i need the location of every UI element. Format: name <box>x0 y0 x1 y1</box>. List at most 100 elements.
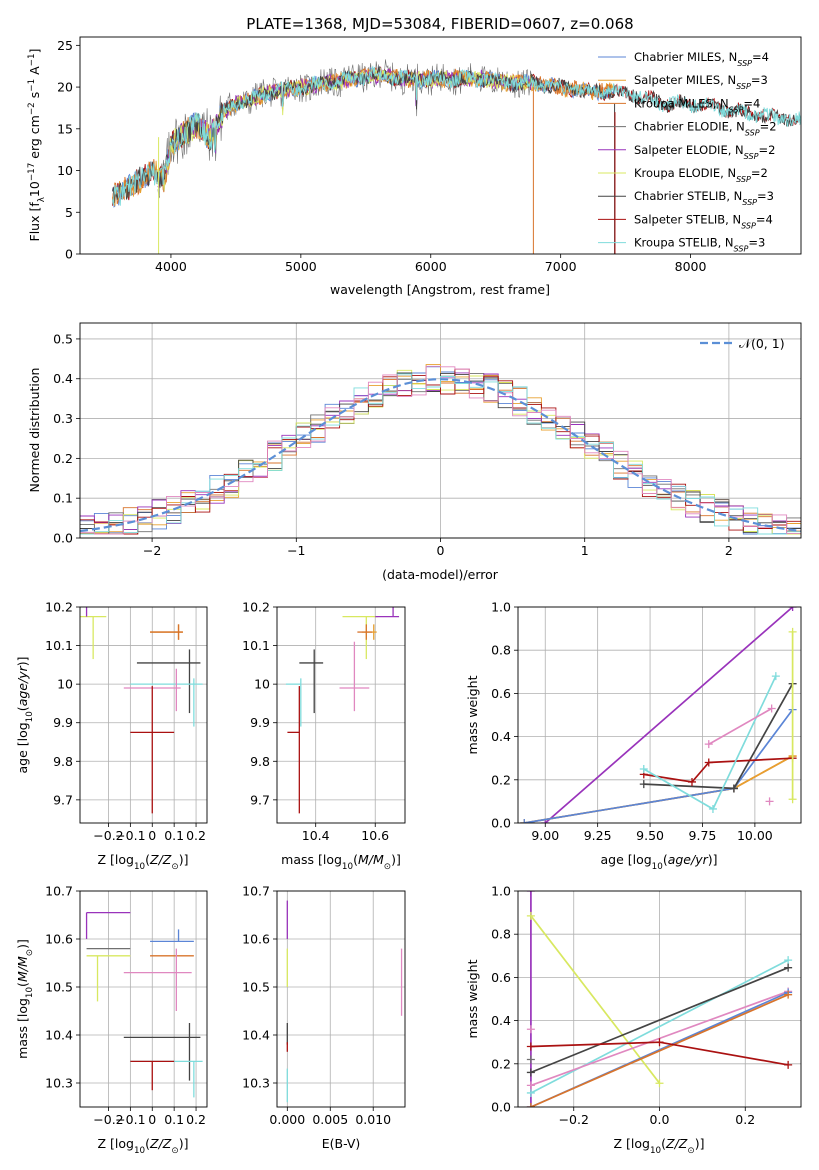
axes-weight_vs_age: 9.00 9.25 9.50 9.75 10.00 0.0 0.2 0.4 0.6 0.8 1.0 a… <box>465 600 802 872</box>
xtick-label: 10.4 <box>302 828 330 843</box>
chart-title: PLATE=1368, MJD=53084, FIBERID=0607, z=0… <box>246 15 633 33</box>
weight-marker <box>526 1042 535 1051</box>
ytick-label: 5 <box>65 205 73 220</box>
weight-line <box>708 707 773 745</box>
weight-marker <box>526 1055 535 1064</box>
legend-entry: Chabrier MILES, NSSP=4 <box>634 50 769 68</box>
axes-frame <box>276 606 406 824</box>
y-axis-label: mass [log10(M/M⊙)] <box>15 939 35 1059</box>
ytick-label: 0.5 <box>53 331 73 346</box>
legend-entry: Chabrier ELODIE, NSSP=2 <box>634 120 777 138</box>
ytick-label: 0.4 <box>491 729 511 744</box>
xtick-label: 10.6 <box>361 828 389 843</box>
ytick-label: 10.3 <box>242 1076 270 1091</box>
ytick-label: 10.2 <box>45 600 73 615</box>
ticks: 10.4 10.6 9.7 9.8 9.9 10 10.1 10.2 <box>242 600 389 844</box>
xtick-label: 0.2 <box>186 1112 206 1127</box>
axes-frame <box>276 890 406 1108</box>
y-axis-label: age [log10(age/yr)] <box>15 656 35 773</box>
weight-marker <box>771 672 780 681</box>
ticks: −0.2 0.0 0.2 0.0 0.2 0.4 0.6 0.8 1.0 <box>491 884 755 1128</box>
legend-entry: Salpeter MILES, NSSP=3 <box>634 73 768 91</box>
ytick-label: 0.6 <box>491 970 511 985</box>
weight-marker <box>704 740 713 749</box>
weight-marker <box>655 1079 664 1088</box>
ytick-label: 10.4 <box>242 1028 270 1043</box>
ytick-label: 25 <box>57 38 73 53</box>
ytick-label: 9.7 <box>53 792 73 807</box>
y-axis-label: mass weight <box>465 959 480 1038</box>
xtick-label: 0 <box>437 543 445 558</box>
xtick-label: 0.1 <box>164 828 184 843</box>
plot-area <box>520 607 797 823</box>
grid <box>277 890 405 1107</box>
ytick-label: 0.4 <box>53 371 73 386</box>
ticks: −2 −1 0 1 2 0.0 0.1 0.2 0.3 0.4 0.5 <box>53 331 733 558</box>
xtick-label: 9.00 <box>531 828 559 843</box>
xtick-label: −0.2 <box>93 828 123 843</box>
plot-area <box>526 891 793 1107</box>
xtick-label: 10.00 <box>737 828 773 843</box>
ytick-label: 9.9 <box>53 715 73 730</box>
xtick-label: −0.2 <box>93 1112 123 1127</box>
plot-area <box>80 607 203 814</box>
weight-marker <box>526 911 535 920</box>
legend: Chabrier MILES, NSSP=4 Salpeter MILES, NS… <box>598 50 777 253</box>
xtick-label: −0.1 <box>115 1112 145 1127</box>
ticks: 9.00 9.25 9.50 9.75 10.00 0.0 0.2 0.4 0.6 0.8 1.0 <box>491 600 773 844</box>
weight-line <box>544 607 794 823</box>
ytick-label: 10.6 <box>45 932 73 947</box>
ytick-label: 10.7 <box>242 884 270 899</box>
weight-marker <box>784 956 793 965</box>
weight-marker <box>639 780 648 789</box>
x-axis-label: mass [log10(M/M⊙)] <box>281 852 401 872</box>
xtick-label: 0.010 <box>355 1112 391 1127</box>
ticks: 0.000 0.005 0.010 10.3 10.4 10.5 10.6 10.7 <box>242 884 391 1128</box>
legend-entry: Chabrier STELIB, NSSP=3 <box>634 189 774 207</box>
grid <box>277 606 405 823</box>
weight-marker <box>765 797 774 806</box>
weight-line <box>643 675 777 811</box>
grid <box>80 890 207 1107</box>
axes-frame <box>79 890 208 1108</box>
weight-line <box>643 683 794 790</box>
xtick-label: 9.50 <box>636 828 664 843</box>
weight-marker <box>526 1068 535 1077</box>
xtick-label: −2 <box>143 543 161 558</box>
ytick-label: 9.7 <box>250 792 270 807</box>
xtick-label: 9.25 <box>584 828 612 843</box>
plot-area <box>112 59 801 254</box>
ytick-label: 0.0 <box>491 1100 511 1115</box>
ytick-label: 0.2 <box>53 451 73 466</box>
weight-line <box>524 755 794 823</box>
plot-area <box>80 364 801 535</box>
ytick-label: 9.8 <box>250 754 270 769</box>
axes-frame <box>79 606 208 824</box>
legend-entry: Kroupa STELIB, NSSP=3 <box>634 236 765 254</box>
weight-marker <box>526 1103 535 1107</box>
ytick-label: 0.0 <box>53 531 73 546</box>
xtick-label: −0.1 <box>115 828 145 843</box>
ytick-label: 0 <box>65 247 73 262</box>
axes-residuals: −2 −1 0 1 2 0.0 0.1 0.2 0.3 0.4 0.5 (data-model)/er… <box>27 322 802 582</box>
plot-area <box>85 911 203 1098</box>
x-axis-label: Z [log10(Z/Z⊙)] <box>98 1136 189 1156</box>
legend-entry: 𝒩(0, 1) <box>739 336 785 351</box>
ticks: 4000 5000 6000 7000 8000 0 5 10 15 20 25 <box>57 38 706 274</box>
weight-marker <box>520 819 529 823</box>
weight-line <box>524 755 794 823</box>
xtick-label: 6000 <box>415 259 447 274</box>
grid <box>80 606 207 823</box>
ticks: −0.2−0.1 0 0.1 0.2 9.7 9.8 9.9 10 10.1 10.2 <box>45 600 206 844</box>
weight-marker <box>784 963 793 972</box>
ticks: −0.2−0.1 0 0.1 0.2 10.3 10.4 10.5 10.6 10.7 <box>45 884 206 1128</box>
xtick-label: 5000 <box>285 259 317 274</box>
weight-marker <box>526 891 535 895</box>
ytick-label: 10.7 <box>45 884 73 899</box>
ytick-label: 0.8 <box>491 643 511 658</box>
xtick-label: 0.0 <box>650 1112 670 1127</box>
ytick-label: 0.6 <box>491 686 511 701</box>
plot-area <box>286 900 403 1103</box>
xtick-label: 9.75 <box>689 828 717 843</box>
